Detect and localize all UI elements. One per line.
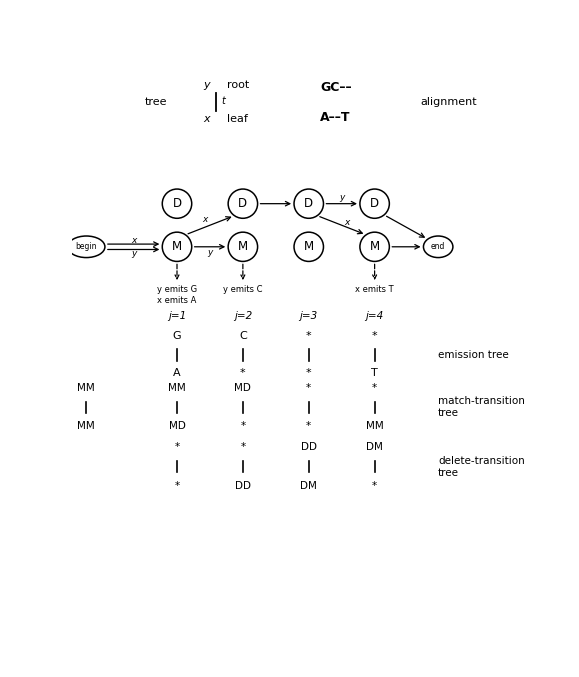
Text: x: x: [345, 219, 350, 227]
Ellipse shape: [423, 236, 453, 257]
Text: G: G: [173, 331, 181, 341]
Text: GC––: GC––: [320, 81, 352, 94]
Text: alignment: alignment: [420, 97, 477, 107]
Text: MM: MM: [78, 421, 95, 431]
Text: y: y: [207, 248, 212, 257]
Text: j=1: j=1: [168, 311, 186, 321]
Circle shape: [294, 189, 324, 218]
Text: A: A: [173, 368, 181, 378]
Text: j=3: j=3: [299, 311, 318, 321]
Text: y: y: [339, 193, 345, 202]
Text: y emits C: y emits C: [223, 285, 263, 294]
Text: M: M: [238, 240, 248, 253]
Text: MM: MM: [366, 421, 383, 431]
Text: C: C: [239, 331, 247, 341]
Text: x: x: [203, 114, 210, 124]
Text: MD: MD: [234, 383, 251, 393]
Text: *: *: [306, 421, 312, 431]
Text: y: y: [203, 81, 210, 91]
Text: *: *: [240, 442, 245, 452]
Text: M: M: [304, 240, 314, 253]
Text: end: end: [431, 242, 445, 251]
Text: MM: MM: [168, 383, 186, 393]
Ellipse shape: [68, 236, 105, 257]
Text: x: x: [131, 236, 136, 245]
Text: *: *: [372, 331, 378, 341]
Text: tree: tree: [145, 97, 168, 107]
Text: D: D: [173, 197, 182, 210]
Text: MM: MM: [78, 383, 95, 393]
Text: D: D: [304, 197, 313, 210]
Text: T: T: [371, 368, 378, 378]
Text: *: *: [372, 481, 377, 491]
Text: *: *: [174, 481, 179, 491]
Text: D: D: [370, 197, 379, 210]
Text: delete-transition
tree: delete-transition tree: [438, 456, 525, 478]
Circle shape: [228, 189, 258, 218]
Text: DM: DM: [301, 481, 317, 491]
Circle shape: [228, 232, 258, 261]
Text: *: *: [240, 368, 245, 378]
Text: DM: DM: [366, 442, 383, 452]
Circle shape: [360, 232, 389, 261]
Text: DD: DD: [235, 481, 251, 491]
Circle shape: [360, 189, 389, 218]
Text: root: root: [226, 81, 249, 91]
Text: begin: begin: [76, 242, 97, 251]
Circle shape: [294, 232, 324, 261]
Text: x emits T: x emits T: [356, 285, 394, 294]
Text: j=2: j=2: [234, 311, 252, 321]
Circle shape: [162, 232, 192, 261]
Text: y emits G
x emits A: y emits G x emits A: [157, 285, 197, 305]
Text: DD: DD: [301, 442, 317, 452]
Text: *: *: [306, 368, 312, 378]
Text: match-transition
tree: match-transition tree: [438, 396, 525, 418]
Text: *: *: [306, 383, 312, 393]
Text: j=4: j=4: [365, 311, 384, 321]
Text: emission tree: emission tree: [438, 349, 509, 359]
Text: *: *: [174, 442, 179, 452]
Text: leaf: leaf: [226, 114, 247, 124]
Text: *: *: [240, 421, 245, 431]
Text: y: y: [131, 249, 136, 258]
Text: MD: MD: [168, 421, 185, 431]
Text: t: t: [221, 96, 225, 106]
Text: D: D: [239, 197, 247, 210]
Circle shape: [162, 189, 192, 218]
Text: *: *: [372, 383, 377, 393]
Text: *: *: [306, 331, 312, 341]
Text: M: M: [172, 240, 182, 253]
Text: x: x: [203, 215, 208, 224]
Text: A––T: A––T: [320, 111, 351, 125]
Text: M: M: [369, 240, 380, 253]
